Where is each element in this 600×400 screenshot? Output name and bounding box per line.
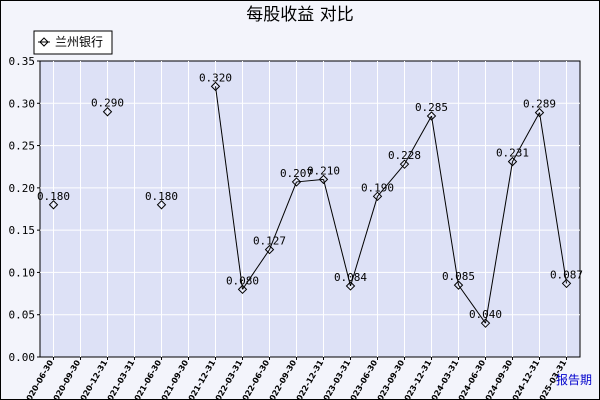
series-segment xyxy=(512,112,540,162)
data-point xyxy=(534,107,545,118)
data-label: 0.231 xyxy=(496,147,529,160)
y-tick-label: 0.25 xyxy=(9,140,36,153)
data-label: 0.320 xyxy=(199,71,232,84)
data-point xyxy=(210,81,221,92)
series-segment xyxy=(242,249,270,290)
plot-area xyxy=(39,60,581,358)
data-label: 0.087 xyxy=(550,268,583,281)
series-segment xyxy=(485,161,513,324)
data-point xyxy=(291,177,302,187)
data-label: 0.040 xyxy=(469,308,502,321)
data-point xyxy=(318,174,329,185)
y-axis: 0.00 0.05 0.10 0.15 0.20 0.25 0.30 0.35 xyxy=(9,55,40,364)
data-label: 0.180 xyxy=(145,190,178,203)
series-segment xyxy=(269,181,297,250)
series-segment xyxy=(215,86,243,290)
data-label: 0.190 xyxy=(361,181,394,194)
series-line: 0.180 0.290 0.180 0.320 0.080 0.127 0.2070.210… xyxy=(37,71,583,328)
series-segment xyxy=(323,179,351,287)
data-point xyxy=(561,278,572,289)
y-tick-label: 0.05 xyxy=(9,309,36,322)
data-point xyxy=(156,200,167,210)
data-label: 0.207 xyxy=(280,167,313,180)
y-tick-label: 0.35 xyxy=(9,55,36,68)
data-label: 0.210 xyxy=(307,164,340,177)
series-segment xyxy=(350,196,378,287)
data-label: 0.180 xyxy=(37,190,70,203)
data-point xyxy=(237,284,248,295)
data-point xyxy=(426,111,437,121)
series-segment xyxy=(458,284,486,324)
legend-box xyxy=(33,30,113,55)
series-segment xyxy=(539,112,567,284)
data-point xyxy=(345,281,356,291)
grid-lines xyxy=(40,61,580,357)
data-label: 0.127 xyxy=(253,235,286,248)
legend: 兰州银行 xyxy=(33,30,113,55)
y-tick-label: 0.10 xyxy=(9,266,36,279)
y-tick-label: 0.15 xyxy=(9,224,36,237)
data-label: 0.290 xyxy=(91,97,124,110)
series-segment xyxy=(431,115,459,286)
data-label: 0.285 xyxy=(415,101,448,114)
legend-marker-icon xyxy=(39,37,49,47)
x-axis: 2020-06-302020-09-302020-12-312021-03-31… xyxy=(22,357,568,400)
data-point xyxy=(399,159,410,169)
data-point xyxy=(264,244,275,255)
data-point xyxy=(453,280,464,290)
data-label: 0.289 xyxy=(523,98,556,111)
data-label: 0.084 xyxy=(334,271,367,284)
data-point xyxy=(102,107,113,117)
data-point xyxy=(48,200,59,210)
x-axis-suffix-label: 报告期 xyxy=(556,372,592,387)
data-label: 0.080 xyxy=(226,274,259,287)
series-segment xyxy=(404,115,432,165)
series-segment xyxy=(377,163,405,197)
chart-title: 每股收益 对比 xyxy=(246,5,353,25)
data-point xyxy=(507,156,518,167)
x-tick-label: 2020-06-30 xyxy=(22,358,56,400)
data-point xyxy=(480,318,491,328)
legend-label: 兰州银行 xyxy=(55,35,103,49)
y-tick-label: 0.20 xyxy=(9,182,36,195)
data-point xyxy=(372,191,383,202)
y-tick-label: 0.00 xyxy=(9,351,36,364)
data-label: 0.228 xyxy=(388,149,421,162)
y-tick-label: 0.30 xyxy=(9,97,36,110)
data-label: 0.085 xyxy=(442,270,475,283)
series-segment xyxy=(296,178,324,183)
